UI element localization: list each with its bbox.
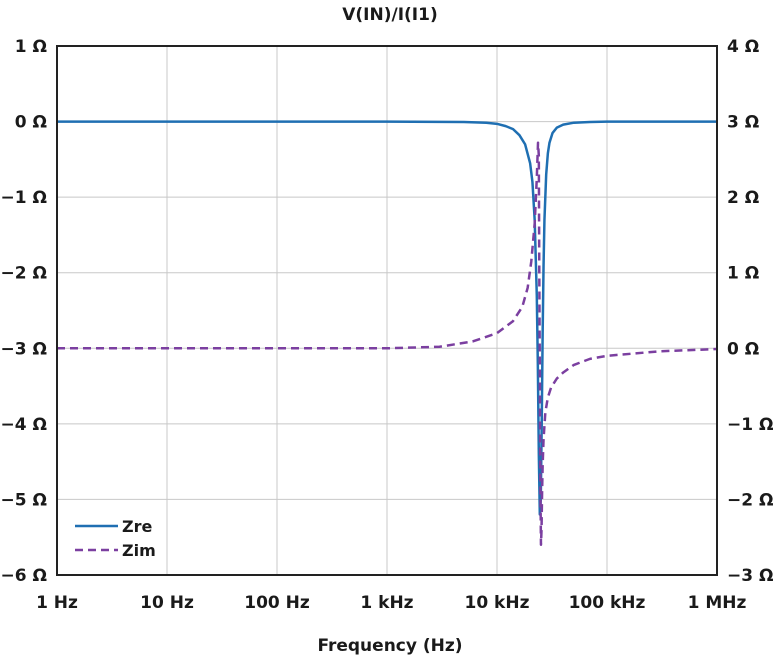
left-axis-ticks: 1 Ω 0 Ω −1 Ω −2 Ω −3 Ω −4 Ω −5 Ω −6 Ω xyxy=(1,37,47,586)
right-tick-label: 4 Ω xyxy=(727,37,759,57)
x-tick-label: 100 Hz xyxy=(244,593,310,613)
legend: Zre Zim xyxy=(75,517,156,560)
x-tick-label: 10 Hz xyxy=(140,593,194,613)
left-tick-label: −3 Ω xyxy=(1,339,47,359)
right-tick-label: −3 Ω xyxy=(727,566,773,586)
right-tick-label: 2 Ω xyxy=(727,188,759,208)
left-tick-label: −2 Ω xyxy=(1,264,47,284)
right-tick-label: −1 Ω xyxy=(727,415,773,435)
plot-frame xyxy=(56,45,718,576)
right-tick-label: 3 Ω xyxy=(727,113,759,133)
x-axis-label: Frequency (Hz) xyxy=(317,636,462,656)
x-axis-ticks: 1 Hz 10 Hz 100 Hz 1 kHz 10 kHz 100 kHz 1 MHz xyxy=(36,593,746,613)
left-tick-label: −1 Ω xyxy=(1,188,47,208)
right-tick-label: 1 Ω xyxy=(727,264,759,284)
series-line-zre xyxy=(57,120,717,516)
legend-label: Zre xyxy=(122,517,152,536)
left-tick-label: 0 Ω xyxy=(15,113,47,133)
right-tick-label: −2 Ω xyxy=(727,490,773,510)
left-tick-label: −6 Ω xyxy=(1,566,47,586)
x-tick-label: 10 kHz xyxy=(464,593,529,613)
right-axis-ticks: 4 Ω 3 Ω 2 Ω 1 Ω 0 Ω −1 Ω −2 Ω −3 Ω xyxy=(727,37,773,586)
x-tick-label: 1 MHz xyxy=(688,593,747,613)
legend-label: Zim xyxy=(122,541,156,560)
grid xyxy=(56,45,718,576)
right-tick-label: 0 Ω xyxy=(727,339,759,359)
x-tick-label: 100 kHz xyxy=(569,593,646,613)
series-line-zim xyxy=(57,141,718,547)
left-tick-label: −5 Ω xyxy=(1,490,47,510)
chart-title: V(IN)/I(I1) xyxy=(342,5,437,25)
left-tick-label: −4 Ω xyxy=(1,415,47,435)
x-tick-label: 1 Hz xyxy=(36,593,78,613)
series-layer xyxy=(57,120,718,547)
left-tick-label: 1 Ω xyxy=(15,37,47,57)
x-tick-label: 1 kHz xyxy=(360,593,413,613)
